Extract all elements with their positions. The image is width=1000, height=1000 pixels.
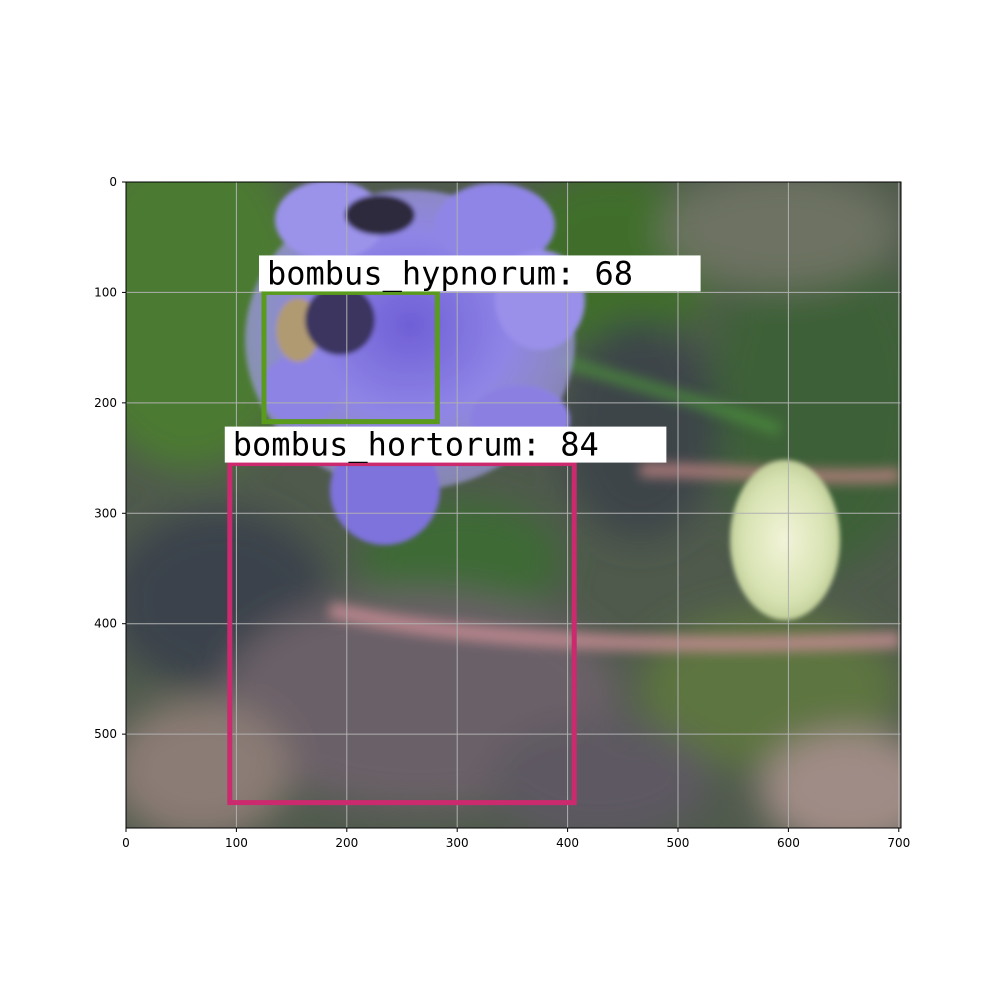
- y-tick-label: 300: [94, 506, 117, 520]
- detection-1: bombus_hypnorum: 68: [258, 254, 701, 425]
- x-axis: 0 100 200 300 400 500 600 700: [122, 828, 910, 850]
- detection-label: bombus_hortorum: 84: [233, 426, 599, 464]
- x-tick-label: 400: [556, 836, 579, 850]
- detection-2: bombus_hortorum: 84: [224, 426, 667, 806]
- x-tick-label: 500: [667, 836, 690, 850]
- axes-frame: [125, 181, 902, 829]
- x-tick-label: 0: [122, 836, 130, 850]
- x-tick-label: 300: [446, 836, 469, 850]
- y-tick-label: 100: [94, 285, 117, 299]
- y-tick-label: 500: [94, 727, 117, 741]
- detections: bombus_hypnorum: 68 bombus_hortorum: 84: [224, 254, 701, 806]
- detection-label-bg: [258, 255, 701, 292]
- photo: [126, 182, 901, 828]
- detection-label-bg: [224, 426, 667, 463]
- x-tick-label: 100: [225, 836, 248, 850]
- x-tick-label: 200: [335, 836, 358, 850]
- y-tick-label: 400: [94, 617, 117, 631]
- y-tick-label: 0: [109, 175, 117, 189]
- x-tick-label: 700: [887, 836, 910, 850]
- x-tick-label: 600: [777, 836, 800, 850]
- y-axis: 0 100 200 300 400 500: [94, 175, 126, 741]
- y-tick-label: 200: [94, 396, 117, 410]
- detection-box: [261, 289, 440, 425]
- detection-label: bombus_hypnorum: 68: [267, 254, 633, 292]
- detection-box: [227, 461, 577, 806]
